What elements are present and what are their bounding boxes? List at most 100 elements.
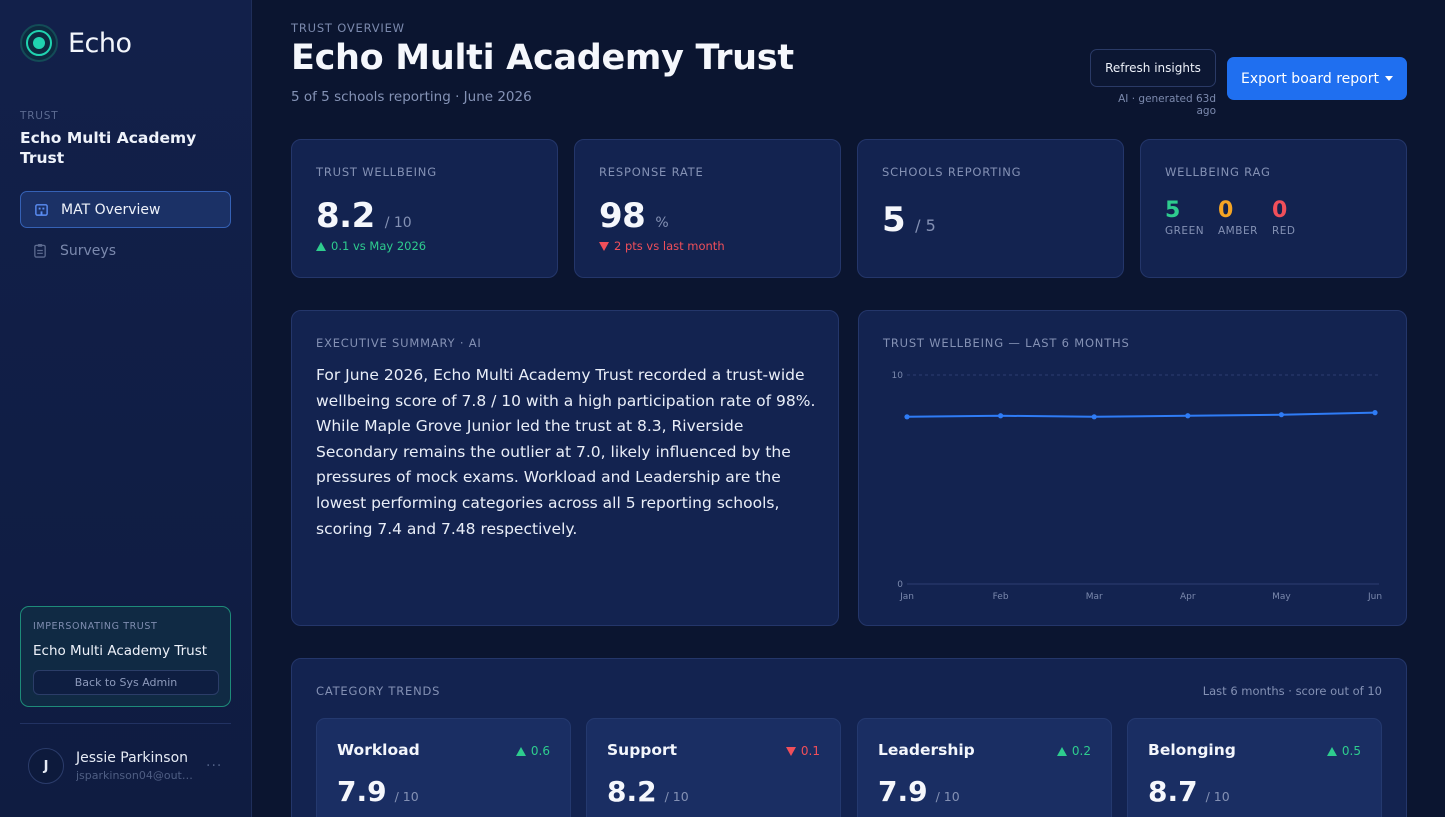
stat-label: SCHOOLS REPORTING: [882, 165, 1022, 179]
trend-value: 8.2: [607, 775, 657, 808]
trend-down-icon: [599, 241, 609, 251]
chart-title: TRUST WELLBEING — LAST 6 MONTHS: [883, 336, 1130, 350]
stat-unit: / 10: [384, 215, 412, 231]
trend-unit: / 10: [1205, 789, 1230, 804]
trend-unit: / 10: [394, 789, 419, 804]
user-profile[interactable]: J Jessie Parkinson jsparkinson04@outlo..…: [28, 748, 194, 784]
echo-logo-icon: [20, 24, 58, 62]
rag-red-count: 0: [1272, 198, 1288, 223]
page-eyebrow: TRUST OVERVIEW: [291, 21, 405, 35]
building-icon: [33, 202, 49, 218]
data-point: [1372, 410, 1378, 416]
divider: [20, 723, 231, 724]
stat-delta: 0.1 vs May 2026: [316, 239, 426, 253]
x-tick-label: Jun: [1367, 592, 1382, 602]
trend-up-icon: [316, 241, 326, 251]
wellbeing-line-chart: 0 10 Jan Feb Mar Apr May Jun: [892, 371, 1382, 602]
stat-label: TRUST WELLBEING: [316, 165, 437, 179]
trends-note: Last 6 months · score out of 10: [1202, 684, 1382, 698]
impersonating-label: IMPERSONATING TRUST: [33, 621, 158, 632]
x-tick-label: Apr: [1180, 592, 1196, 602]
stat-unit: / 5: [915, 216, 936, 235]
stat-value: 98: [599, 196, 646, 236]
export-board-report-button[interactable]: Export board report: [1227, 57, 1407, 100]
wellbeing-trend-chart-card: TRUST WELLBEING — LAST 6 MONTHS 0 10 Jan Fe…: [858, 310, 1407, 626]
stat-card-wellbeing-rag: WELLBEING RAG 5 GREEN 0 AMBER 0 RED: [1140, 139, 1407, 278]
rag-amber: 0 AMBER: [1218, 198, 1258, 237]
trend-card-leadership[interactable]: Leadership 0.2 7.9 / 10: [857, 718, 1112, 817]
avatar: J: [28, 748, 64, 784]
stat-label: RESPONSE RATE: [599, 165, 704, 179]
category-trends-card: CATEGORY TRENDS Last 6 months · score ou…: [291, 658, 1407, 817]
ai-generated-timestamp: AI · generated 63d ago: [1118, 93, 1216, 117]
stat-unit: %: [655, 215, 669, 231]
rag-red: 0 RED: [1272, 198, 1296, 237]
sidebar-item-surveys[interactable]: Surveys: [20, 232, 231, 269]
data-point: [1091, 414, 1097, 420]
trend-delta: 0.6: [515, 744, 550, 758]
trend-down-icon: [785, 746, 796, 756]
trust-name: Echo Multi Academy Trust: [20, 129, 197, 167]
page-title: Echo Multi Academy Trust: [291, 38, 794, 78]
stat-delta: 2 pts vs last month: [599, 239, 725, 253]
trend-up-icon: [515, 746, 526, 756]
summary-text: For June 2026, Echo Multi Academy Trust …: [316, 366, 816, 538]
data-point: [998, 413, 1004, 419]
impersonation-panel: IMPERSONATING TRUST Echo Multi Academy T…: [20, 606, 231, 707]
trend-up-icon: [1326, 746, 1337, 756]
delta-text: 2 pts vs last month: [614, 239, 725, 253]
stat-value: 8.2: [316, 196, 375, 236]
delta-text: 0.6: [530, 744, 550, 758]
executive-summary-card: EXECUTIVE SUMMARY · AI For June 2026, Ec…: [291, 310, 839, 626]
trend-name: Support: [607, 741, 678, 759]
trend-name: Belonging: [1148, 741, 1236, 759]
sidebar: Echo TRUST Echo Multi Academy Trust MAT …: [0, 0, 252, 817]
trend-delta: 0.5: [1326, 744, 1361, 758]
trend-card-belonging[interactable]: Belonging 0.5 8.7 / 10: [1127, 718, 1382, 817]
trends-label: CATEGORY TRENDS: [316, 684, 441, 698]
delta-text: 0.1 vs May 2026: [331, 239, 427, 253]
rag-amber-count: 0: [1218, 198, 1234, 223]
series-line: [906, 411, 1376, 418]
trend-value: 8.7: [1148, 775, 1198, 808]
y-tick-label: 0: [897, 580, 903, 590]
export-label: Export board report: [1241, 70, 1379, 87]
summary-label: EXECUTIVE SUMMARY · AI: [316, 336, 482, 350]
stat-value: 5: [882, 200, 906, 240]
x-tick-label: Mar: [1086, 592, 1103, 602]
clipboard-icon: [32, 243, 48, 259]
delta-text: 0.5: [1341, 744, 1361, 758]
rag-green-label: GREEN: [1165, 225, 1205, 237]
brand-name: Echo: [68, 27, 132, 59]
refresh-insights-button[interactable]: Refresh insights: [1090, 49, 1216, 87]
impersonating-trust-name: Echo Multi Academy Trust: [33, 643, 208, 659]
trend-up-icon: [1056, 746, 1067, 756]
trend-name: Workload: [337, 741, 420, 759]
trend-unit: / 10: [935, 789, 960, 804]
sidebar-item-label: Surveys: [60, 242, 116, 259]
back-to-sys-admin-button[interactable]: Back to Sys Admin: [33, 670, 219, 695]
rag-red-label: RED: [1272, 225, 1296, 237]
y-tick-label: 10: [892, 371, 904, 381]
x-tick-label: Jan: [899, 592, 914, 602]
x-tick-label: Feb: [993, 592, 1009, 602]
trend-card-support[interactable]: Support 0.1 8.2 / 10: [586, 718, 841, 817]
trend-value: 7.9: [878, 775, 928, 808]
trend-unit: / 10: [664, 789, 689, 804]
data-point: [1185, 413, 1191, 419]
brand[interactable]: Echo: [20, 24, 132, 62]
rag-amber-label: AMBER: [1218, 225, 1258, 237]
data-point: [1278, 412, 1284, 418]
sidebar-item-mat-overview[interactable]: MAT Overview: [20, 191, 231, 228]
trust-label: TRUST: [20, 110, 59, 122]
stat-card-trust-wellbeing: TRUST WELLBEING 8.2 / 10 0.1 vs May 2026: [291, 139, 558, 278]
trend-delta: 0.1: [785, 744, 820, 758]
trend-delta: 0.2: [1056, 744, 1091, 758]
user-name: Jessie Parkinson: [76, 750, 189, 766]
x-tick-label: May: [1272, 592, 1291, 602]
trend-card-workload[interactable]: Workload 0.6 7.9 / 10: [316, 718, 571, 817]
data-point: [904, 414, 910, 420]
trend-value: 7.9: [337, 775, 387, 808]
stat-label: WELLBEING RAG: [1165, 165, 1271, 179]
more-options-icon[interactable]: ···: [206, 758, 223, 774]
